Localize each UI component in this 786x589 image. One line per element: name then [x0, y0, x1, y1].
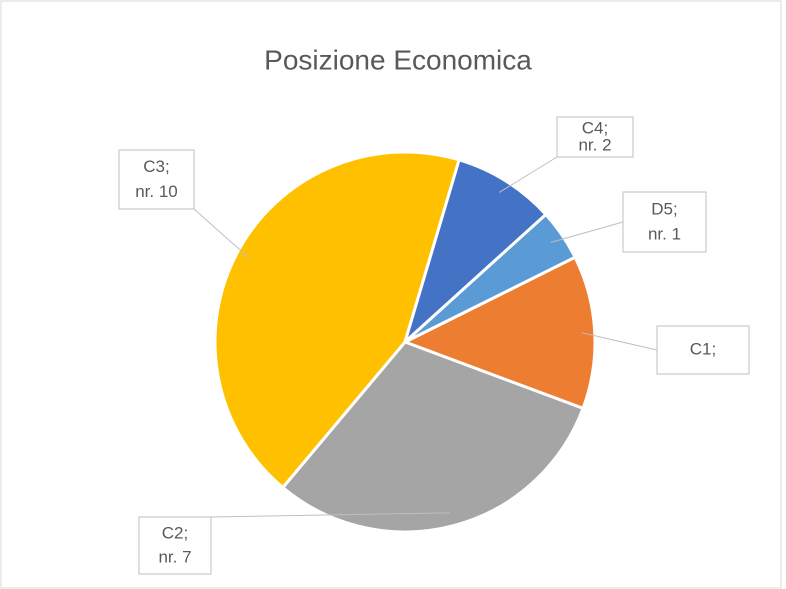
data-label-value: nr. 1 [648, 225, 681, 244]
data-label-box [656, 325, 750, 375]
pie-slice [402, 157, 548, 347]
pie-slice [401, 255, 597, 411]
pie-slice [280, 340, 585, 534]
data-label-category: C2; [162, 524, 188, 543]
data-label-box [556, 116, 634, 158]
data-label-category: C4; [582, 118, 608, 137]
leader-line [498, 156, 558, 193]
data-label-category: D5; [651, 199, 677, 218]
pie-slice [403, 212, 578, 344]
leader-line [193, 208, 250, 259]
leader-line [210, 512, 451, 518]
data-label-box [138, 516, 212, 575]
data-label-box [118, 149, 195, 210]
data-label-value: nr. 2 [578, 135, 611, 154]
data-label-value: nr. 10 [135, 182, 178, 201]
pie-slice [213, 150, 461, 490]
data-label-category: C3; [143, 157, 169, 176]
data-label-category: C1; [690, 339, 716, 358]
leader-line [581, 332, 658, 351]
chart-title: Posizione Economica [264, 44, 532, 75]
leader-line [550, 221, 624, 243]
data-label-value: nr. 7 [158, 548, 191, 567]
data-label-box [622, 191, 707, 253]
